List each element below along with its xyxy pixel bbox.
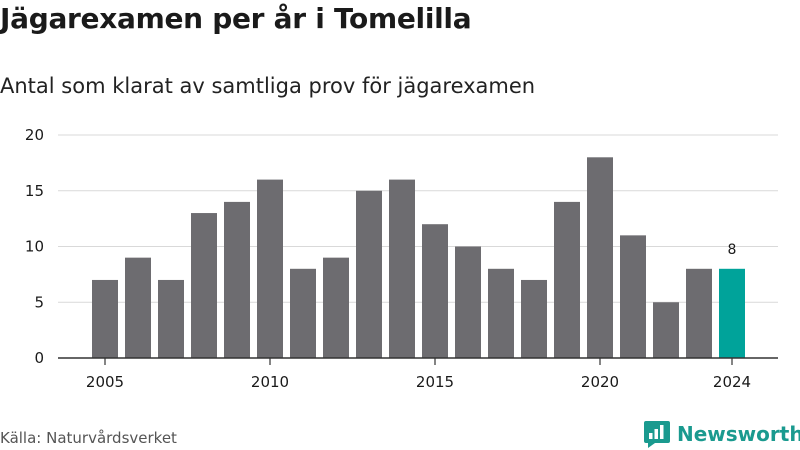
y-tick-label-10: 10	[25, 238, 44, 256]
chart-subtitle: Antal som klarat av samtliga prov för jä…	[0, 74, 536, 98]
bar-2015	[422, 224, 448, 358]
bar-2008	[191, 213, 217, 358]
bar-2018	[521, 279, 547, 358]
data-label-2024: 8	[728, 242, 737, 258]
y-tick-label-20: 20	[25, 126, 44, 144]
x-tick-label-2015: 2015	[416, 373, 454, 391]
bars	[92, 157, 745, 358]
bar-2012	[323, 257, 349, 358]
y-tick-label-0: 0	[34, 349, 44, 367]
bar-2020	[587, 157, 613, 358]
bar-2006	[125, 257, 151, 358]
tick-labels: 0 5 10 15 20 8 2005 2010 2015 2020 2024	[25, 126, 751, 391]
x-tick-label-2010: 2010	[251, 373, 289, 391]
brand-name: Newsworthy	[677, 422, 800, 446]
brand-logo: Newsworthy	[643, 418, 800, 450]
bar-2023	[686, 268, 712, 358]
bar-2022	[653, 302, 679, 358]
chart-title: Jägarexamen per år i Tomelilla	[0, 2, 472, 35]
y-tick-label-15: 15	[25, 182, 44, 200]
bar-2005	[92, 279, 118, 358]
bar-2024	[719, 268, 745, 358]
bar-2021	[620, 235, 646, 358]
source-note: Källa: Naturvårdsverket	[0, 429, 177, 447]
bar-2019	[554, 201, 580, 358]
bar-2017	[488, 268, 514, 358]
bar-2013	[356, 190, 382, 358]
x-tick-label-2020: 2020	[581, 373, 619, 391]
bar-2016	[455, 246, 481, 358]
bar-2007	[158, 279, 184, 358]
y-tick-label-5: 5	[34, 293, 44, 311]
bar-2010	[257, 179, 283, 358]
x-tick-label-2024: 2024	[713, 373, 751, 391]
bar-2009	[224, 201, 250, 358]
bar-2014	[389, 179, 415, 358]
newsworthy-logo-icon	[644, 421, 670, 448]
bar-2011	[290, 268, 316, 358]
x-tick-label-2005: 2005	[86, 373, 124, 391]
grid-lines	[58, 134, 778, 303]
axes	[58, 357, 778, 365]
